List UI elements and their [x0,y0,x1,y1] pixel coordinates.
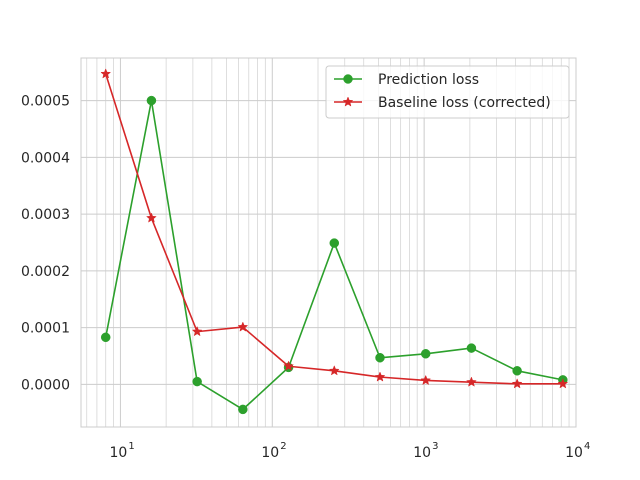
legend-marker [342,96,354,107]
data-point [512,366,522,376]
data-point [511,378,523,389]
x-tick-label-base: 10 [110,445,128,461]
x-tick-label: 10 3 [413,441,438,461]
x-tick-label-exponent: 4 [584,441,590,452]
data-point [375,352,385,363]
y-tick-label: 0.0001 [21,321,70,337]
x-tick-label-base: 10 [261,445,279,461]
data-point [420,349,431,359]
y-tick-label: 0.0005 [21,94,70,110]
data-point [191,325,203,337]
data-point [237,321,249,332]
x-tick-label: 10 4 [565,441,590,461]
y-tick-label: 0.0003 [21,207,70,223]
data-point [146,212,157,223]
series-layer [100,68,569,415]
legend: Prediction loss Baseline loss (corrected) [325,65,570,119]
data-point [420,374,432,386]
y-axis-tick-labels: 0.0000 0.0001 0.0002 0.0003 0.0004 0.0005 [21,94,70,394]
data-point [238,404,248,415]
x-tick-label-base: 10 [413,445,431,461]
series-1 [100,95,568,415]
x-tick-label-exponent: 3 [432,441,438,452]
legend-label: Prediction loss [378,72,479,88]
data-point [100,332,111,343]
data-point [374,371,386,382]
legend-label: Baseline loss (corrected) [378,95,551,111]
legend-entry: Baseline loss (corrected) [334,95,551,111]
data-point [466,376,477,387]
legend-marker [343,74,353,84]
y-tick-label: 0.0004 [21,150,70,166]
data-point [328,365,340,376]
data-point [283,360,294,371]
y-tick-label: 0.0002 [21,264,70,280]
x-tick-label-exponent: 2 [280,441,286,452]
data-point [146,95,157,106]
x-tick-label: 10 2 [261,441,286,461]
y-tick-label: 0.0000 [21,377,70,393]
data-point [329,238,340,248]
plot-frame [80,57,577,428]
data-point [100,68,112,79]
x-axis-tick-labels: 10 1 10 2 10 3 10 4 [110,441,591,461]
legend-entry: Prediction loss [334,72,479,88]
legend-box [325,65,570,119]
data-point [466,343,477,353]
x-tick-label: 10 1 [110,441,135,461]
series-2 [100,68,569,389]
data-point [192,376,202,387]
data-point [557,378,569,389]
x-tick-label-exponent: 1 [128,441,134,452]
x-tick-label-base: 10 [565,445,583,461]
